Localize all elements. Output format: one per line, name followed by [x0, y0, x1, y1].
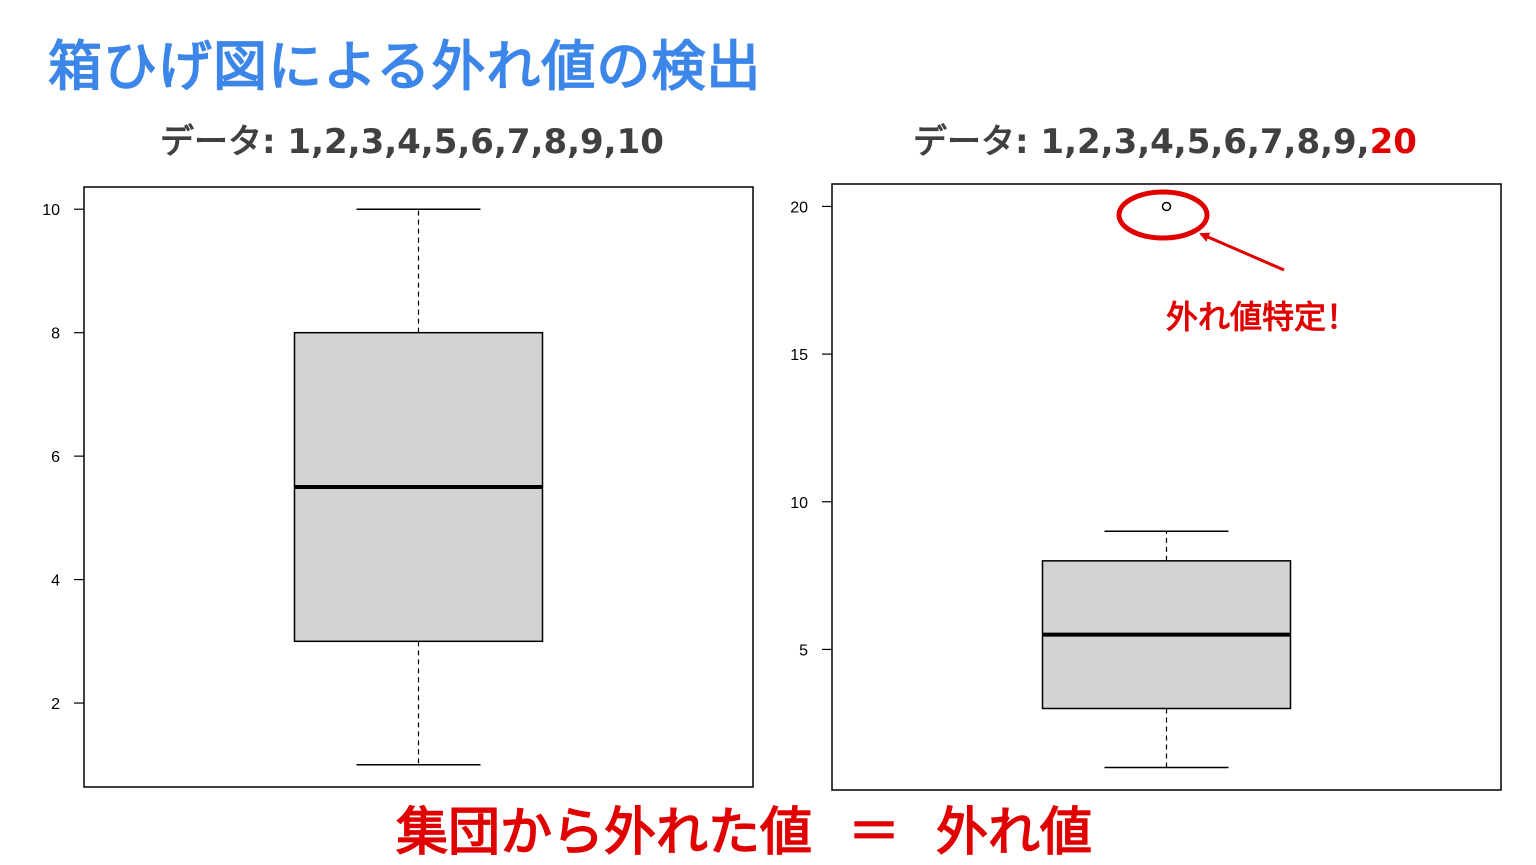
chart-title-left: データ: 1,2,3,4,5,6,7,8,9,10: [160, 114, 664, 163]
page-title: 箱ひげ図による外れ値の検出: [48, 35, 762, 98]
outlier-highlight-ellipse: [1116, 189, 1210, 241]
y-tick-label-left-4: 4: [51, 573, 60, 590]
plot-frame-left: [83, 186, 754, 788]
y-tick-label-right-10: 10: [790, 495, 808, 512]
outlier-point-right-0: [1161, 201, 1172, 212]
caption-equals: ＝: [848, 803, 901, 863]
chart-title-right-prefix: データ: 1,2,3,4,5,6,7,8,9,: [913, 122, 1370, 162]
y-tick-label-right-5: 5: [799, 642, 808, 659]
chart-title-right-highlight: 20: [1369, 122, 1417, 162]
boxplot-right: 5 10 15 20: [790, 183, 1502, 791]
bottom-caption: 集団から外れた値 ＝ 外れ値: [396, 790, 1092, 865]
y-tick-label-left-6: 6: [51, 449, 60, 466]
caption-right: 外れ値: [936, 803, 1093, 863]
boxplot-left: 2 4 6 8 10: [42, 186, 754, 788]
outlier-label: 外れ値特定！: [1166, 298, 1359, 336]
caption-left: 集団から外れた値: [396, 803, 813, 863]
chart-title-right: データ: 1,2,3,4,5,6,7,8,9,20: [913, 114, 1417, 163]
outlier-annotation-arrow: [1199, 232, 1285, 272]
y-tick-label-left-10: 10: [42, 202, 60, 219]
plot-frame-right: [831, 183, 1502, 791]
y-tick-label-right-15: 15: [790, 347, 808, 364]
y-tick-label-left-8: 8: [51, 326, 60, 343]
y-tick-label-right-20: 20: [790, 199, 808, 216]
chart-title-left-prefix: データ: 1,2,3,4,5,6,7,8,9,: [160, 122, 617, 162]
chart-title-left-suffix: 10: [616, 122, 664, 162]
y-tick-label-left-2: 2: [51, 696, 60, 713]
